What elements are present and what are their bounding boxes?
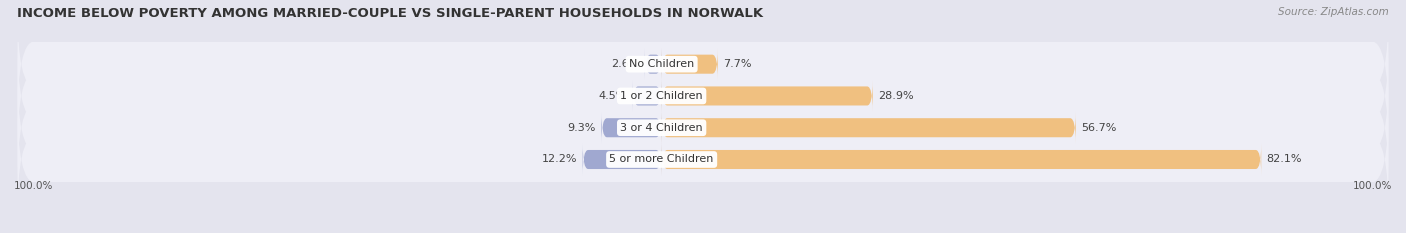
Text: No Children: No Children — [628, 59, 695, 69]
Text: 5 or more Children: 5 or more Children — [609, 154, 714, 164]
FancyBboxPatch shape — [662, 80, 873, 112]
Text: 4.5%: 4.5% — [599, 91, 627, 101]
Text: 3 or 4 Children: 3 or 4 Children — [620, 123, 703, 133]
FancyBboxPatch shape — [582, 144, 662, 175]
Text: INCOME BELOW POVERTY AMONG MARRIED-COUPLE VS SINGLE-PARENT HOUSEHOLDS IN NORWALK: INCOME BELOW POVERTY AMONG MARRIED-COUPL… — [17, 7, 763, 20]
FancyBboxPatch shape — [633, 80, 662, 112]
Text: Source: ZipAtlas.com: Source: ZipAtlas.com — [1278, 7, 1389, 17]
FancyBboxPatch shape — [662, 48, 718, 80]
Text: 100.0%: 100.0% — [1353, 181, 1392, 191]
FancyBboxPatch shape — [602, 112, 662, 144]
Text: 9.3%: 9.3% — [568, 123, 596, 133]
Text: 82.1%: 82.1% — [1267, 154, 1302, 164]
FancyBboxPatch shape — [17, 8, 1389, 121]
Text: 7.7%: 7.7% — [724, 59, 752, 69]
Text: 56.7%: 56.7% — [1081, 123, 1116, 133]
FancyBboxPatch shape — [17, 71, 1389, 184]
FancyBboxPatch shape — [645, 48, 662, 80]
Text: 12.2%: 12.2% — [541, 154, 576, 164]
Text: 28.9%: 28.9% — [879, 91, 914, 101]
FancyBboxPatch shape — [17, 103, 1389, 216]
Text: 100.0%: 100.0% — [14, 181, 53, 191]
FancyBboxPatch shape — [17, 39, 1389, 153]
FancyBboxPatch shape — [662, 144, 1261, 175]
Text: 2.6%: 2.6% — [612, 59, 640, 69]
FancyBboxPatch shape — [662, 112, 1076, 144]
Text: 1 or 2 Children: 1 or 2 Children — [620, 91, 703, 101]
